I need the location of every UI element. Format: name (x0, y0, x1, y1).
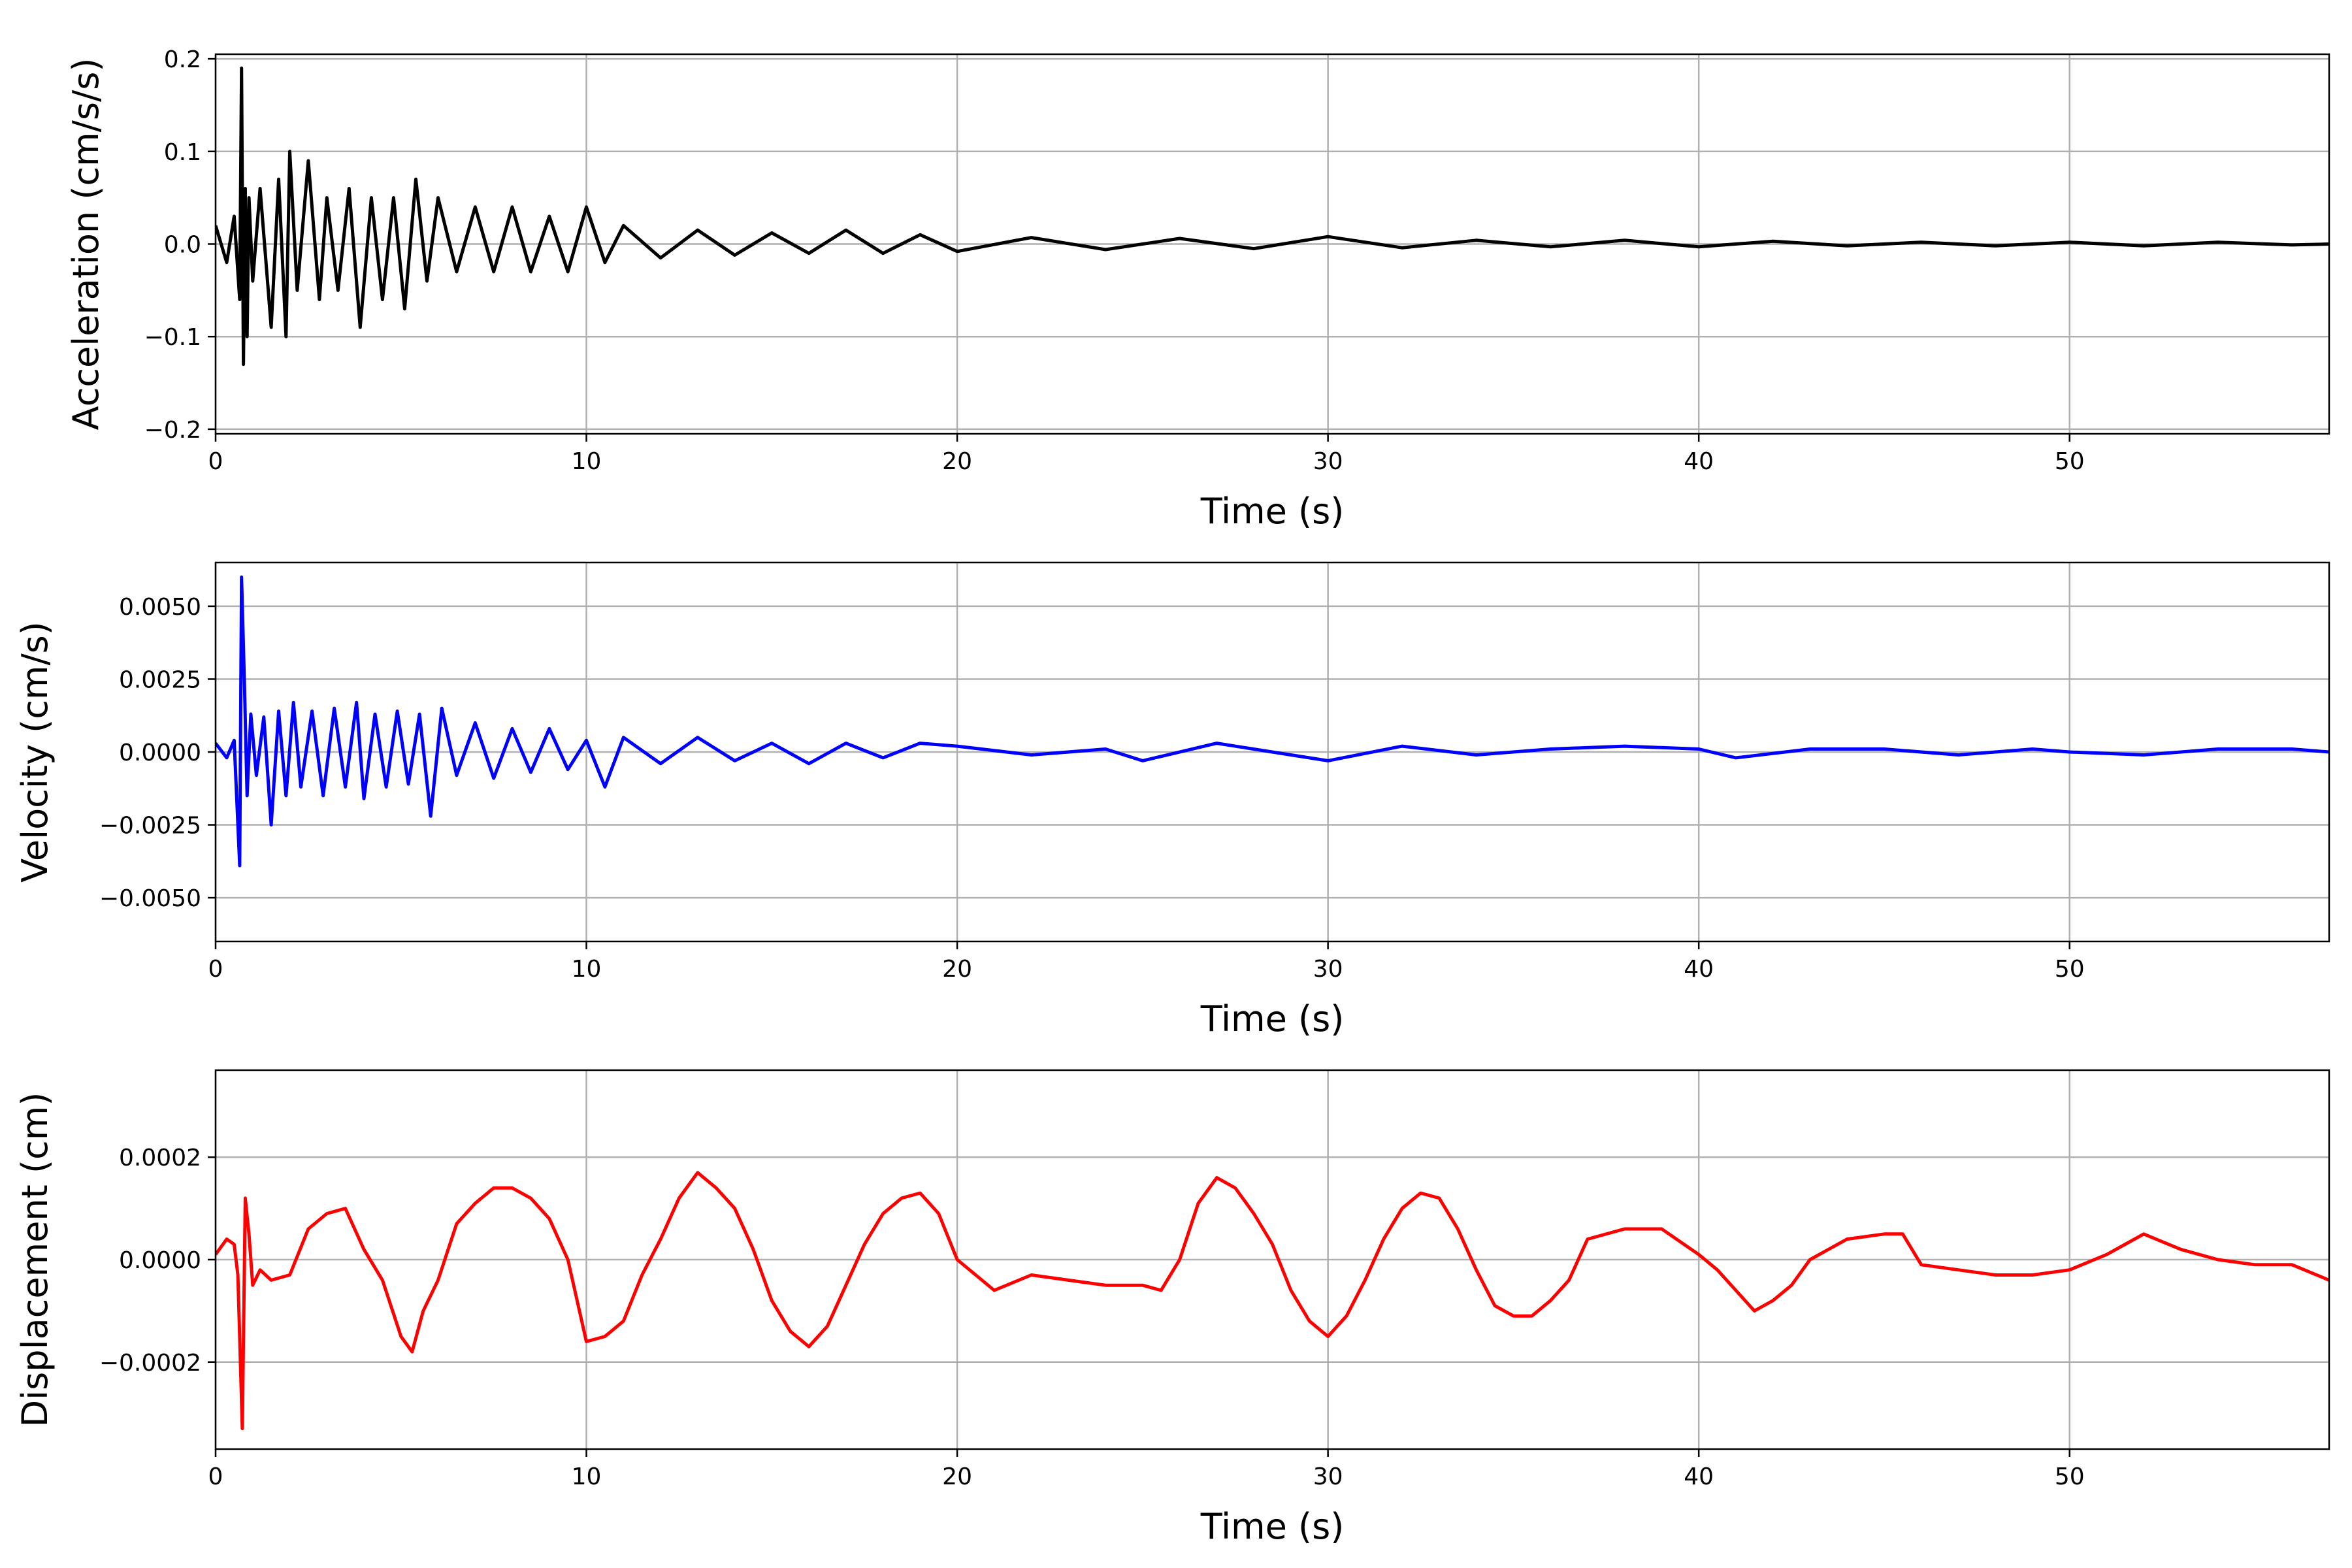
velocity-y-tick-label: 0.0025 (119, 666, 201, 693)
velocity-x-tick-label: 30 (1313, 956, 1343, 983)
velocity-panel: 0 10 20 30 40 50 −0.0050 −0.0025 0.0000 0.0025 0.0… (14, 561, 2330, 1039)
displacement-y-tick-label: −0.0002 (99, 1350, 201, 1377)
acceleration-x-tick-label: 10 (572, 448, 602, 475)
acceleration-y-tick-label: −0.2 (144, 417, 201, 444)
velocity-y-axis-label: Velocity (cm/s) (14, 621, 56, 883)
acceleration-panel: 0 10 20 30 40 50 −0.2 −0.1 0.0 0.1 0.2 Time (s) Acce… (65, 46, 2330, 532)
velocity-series-line (216, 575, 2329, 868)
displacement-series-line (216, 1171, 2329, 1431)
velocity-x-tick-label: 50 (2055, 956, 2085, 983)
displacement-x-tick-label: 10 (572, 1463, 602, 1490)
acceleration-y-axis-label: Acceleration (cm/s/s) (65, 58, 106, 431)
velocity-y-tick-label: 0.0050 (119, 594, 201, 621)
acceleration-x-axis-label: Time (s) (1200, 491, 1345, 532)
acceleration-y-tick-label: −0.1 (144, 324, 201, 351)
velocity-x-tick-label: 40 (1684, 956, 1714, 983)
displacement-x-tick-label: 50 (2055, 1463, 2085, 1490)
displacement-y-tick-label: 0.0000 (119, 1247, 201, 1274)
displacement-panel: 0 10 20 30 40 50 −0.0002 0.0000 0.0002 Time (s) Di… (14, 1069, 2330, 1547)
acceleration-x-tick-label: 0 (208, 448, 223, 475)
displacement-x-axis-label: Time (s) (1200, 1506, 1345, 1547)
velocity-y-tick-label: −0.0025 (99, 813, 201, 840)
velocity-x-tick-label: 20 (942, 956, 972, 983)
acceleration-y-tick-label: 0.2 (164, 46, 201, 73)
displacement-y-axis-label: Displacement (cm) (14, 1092, 56, 1428)
displacement-y-tick-label: 0.0002 (119, 1145, 201, 1171)
acceleration-series-line (216, 66, 2329, 367)
velocity-x-tick-label: 0 (208, 956, 223, 983)
velocity-y-tick-label: 0.0000 (119, 740, 201, 766)
displacement-x-tick-label: 40 (1684, 1463, 1714, 1490)
displacement-x-tick-label: 30 (1313, 1463, 1343, 1490)
acceleration-x-tick-label: 40 (1684, 448, 1714, 475)
velocity-x-tick-label: 10 (572, 956, 602, 983)
velocity-y-tick-label: −0.0050 (99, 885, 201, 912)
displacement-x-tick-label: 20 (942, 1463, 972, 1490)
acceleration-x-tick-label: 20 (942, 448, 972, 475)
acceleration-x-tick-label: 30 (1313, 448, 1343, 475)
displacement-x-tick-label: 0 (208, 1463, 223, 1490)
acceleration-y-tick-label: 0.1 (164, 139, 201, 166)
acceleration-x-tick-label: 50 (2055, 448, 2085, 475)
acceleration-y-tick-label: 0.0 (164, 232, 201, 259)
velocity-x-axis-label: Time (s) (1200, 998, 1345, 1039)
